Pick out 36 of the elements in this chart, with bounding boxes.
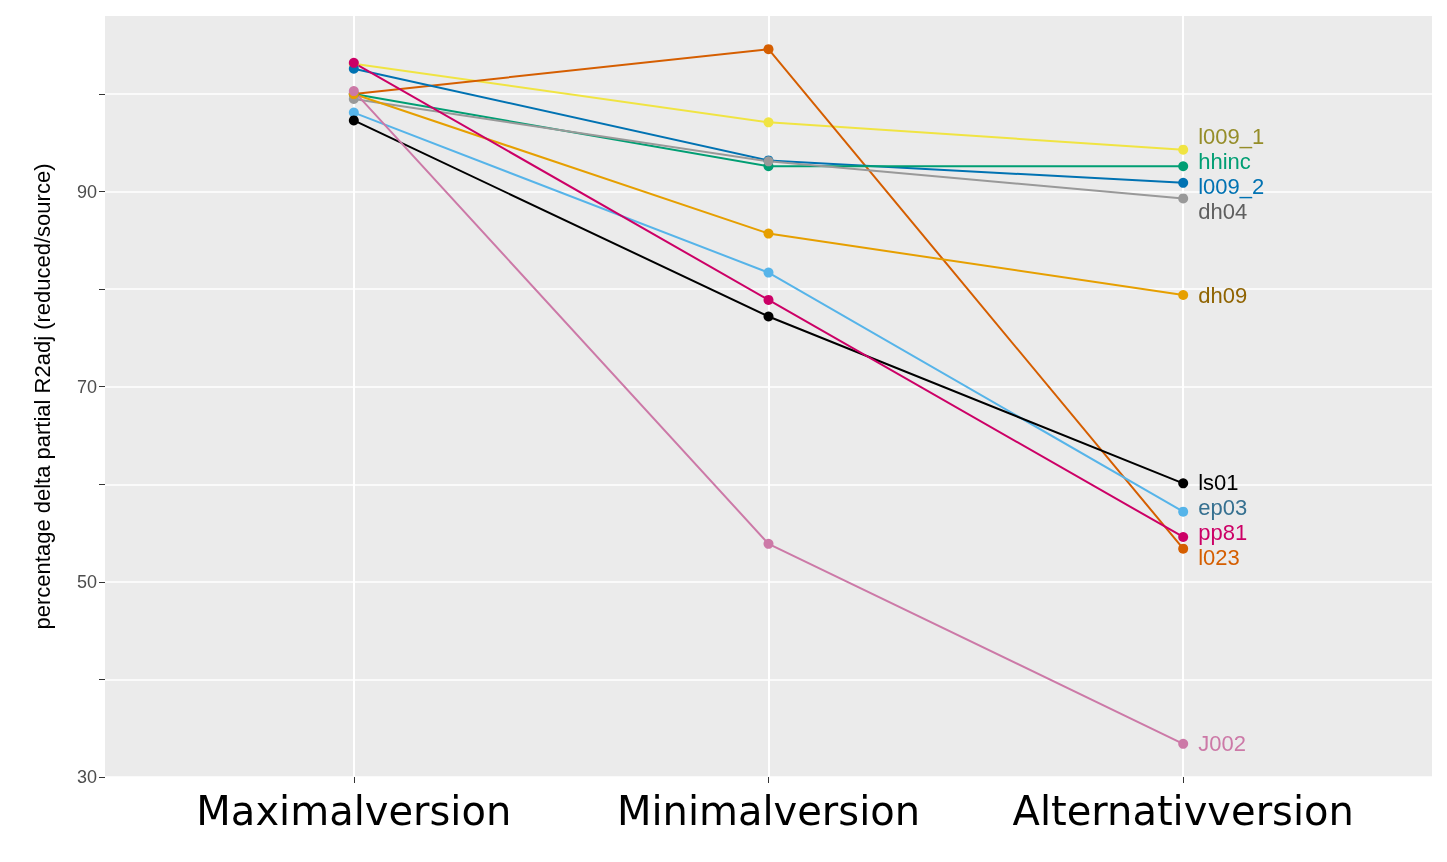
point — [1178, 290, 1189, 301]
y-tick-label: 30 — [76, 767, 97, 787]
series-label: l009_2 — [1198, 174, 1265, 200]
x-tick-label: Minimalversion — [616, 788, 921, 834]
point — [763, 311, 774, 322]
series-label: ep03 — [1198, 495, 1248, 521]
series-label: l023 — [1198, 545, 1240, 571]
series-label: l009_1 — [1198, 124, 1265, 150]
x-tick-label: Maximalversion — [196, 788, 512, 834]
series-label: dh04 — [1198, 199, 1248, 225]
point — [763, 117, 774, 128]
series-label: pp81 — [1198, 520, 1248, 546]
series-label: dh09 — [1198, 282, 1248, 308]
point — [763, 44, 774, 55]
point — [763, 538, 774, 549]
point — [1178, 478, 1189, 489]
point — [1178, 543, 1189, 554]
point — [1178, 193, 1189, 204]
y-tick-label: 50 — [76, 571, 97, 592]
point — [1178, 506, 1189, 517]
point — [1178, 177, 1189, 188]
series-label: ls01 — [1198, 470, 1239, 496]
point — [1178, 161, 1189, 172]
y-tick-label: 90 — [76, 181, 97, 202]
point — [763, 294, 774, 305]
point — [1178, 738, 1189, 749]
y-axis-title: percentage delta partial R2adj (reduced/source) — [29, 163, 55, 630]
point — [348, 115, 359, 126]
x-tick-label: Alternativversion — [1012, 788, 1354, 834]
series-label: hhinc — [1198, 149, 1251, 175]
point — [763, 228, 774, 239]
y-tick-label: 70 — [76, 376, 97, 397]
point — [1178, 144, 1189, 155]
series-label: J002 — [1198, 731, 1246, 757]
point — [1178, 531, 1189, 542]
point — [763, 267, 774, 278]
